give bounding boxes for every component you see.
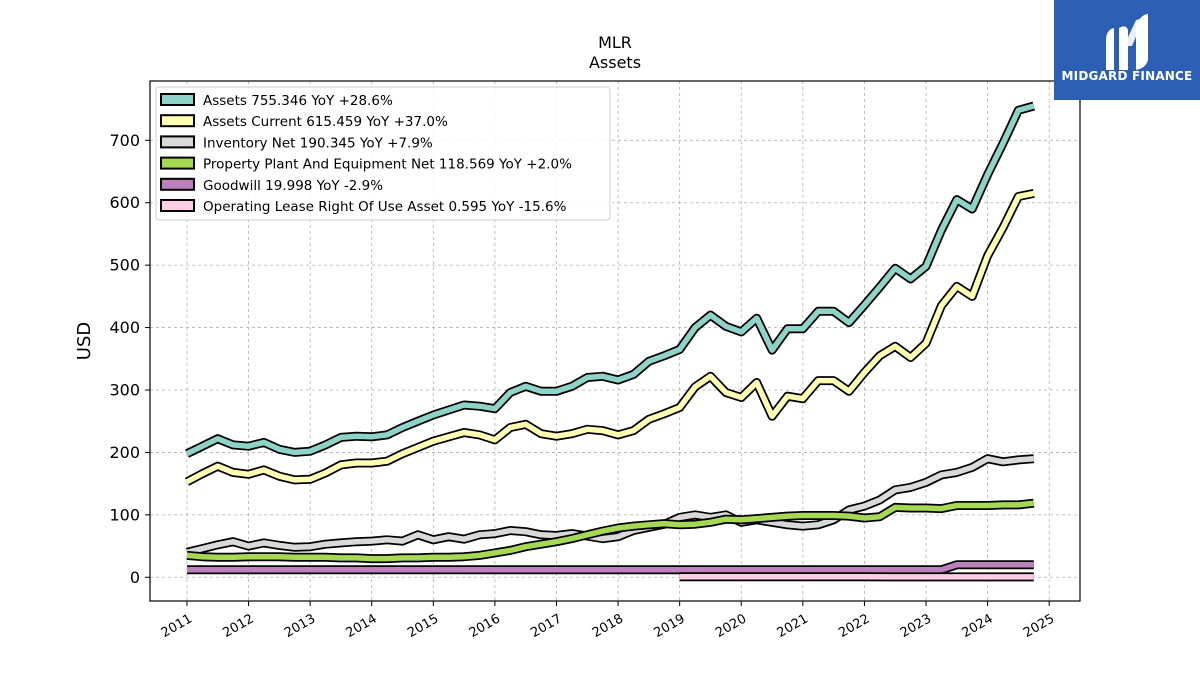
y-tick-label: 700	[109, 131, 140, 150]
y-tick-label: 100	[109, 505, 140, 524]
chart-title: MLR	[598, 33, 632, 52]
chart-subtitle: Assets	[589, 53, 641, 72]
legend-swatch-1	[160, 114, 195, 128]
plot-area	[184, 101, 1036, 582]
legend-swatch-2	[160, 135, 195, 149]
legend-swatch-4	[160, 177, 195, 191]
legend-swatch-3	[160, 156, 195, 170]
brand-name: MIDGARD FINANCE	[1062, 69, 1193, 83]
legend-swatch-5	[160, 199, 195, 212]
legend-swatch-0	[160, 93, 195, 106]
series-layer	[184, 101, 1036, 582]
brand-mark-icon	[1106, 14, 1148, 70]
series-line-2	[186, 455, 1035, 555]
series-line-4	[187, 562, 1034, 573]
y-tick-label: 200	[109, 443, 140, 462]
legend-box	[155, 86, 611, 221]
series-line-0	[185, 103, 1035, 457]
y-axis-label: USD	[74, 322, 95, 360]
series-line-3	[186, 500, 1035, 562]
series-line-1	[185, 190, 1035, 485]
y-tick-label: 0	[130, 568, 140, 587]
plot-frame	[149, 80, 1081, 602]
legend-label-3: Property Plant And Equipment Net 118.569…	[203, 157, 572, 173]
y-tick-label: 600	[109, 193, 140, 212]
y-tick-label: 500	[109, 256, 140, 275]
y-tick-label: 400	[109, 318, 140, 337]
legend-label-4: Goodwill 19.998 YoY -2.9%	[203, 178, 383, 194]
brand-logo: MIDGARD FINANCE	[1054, 0, 1200, 100]
legend-label-2: Inventory Net 190.345 YoY +7.9%	[203, 135, 433, 151]
legend: Assets 755.346 YoY +28.6% Assets Current …	[155, 86, 611, 221]
legend-label-1: Assets Current 615.459 YoY +37.0%	[203, 114, 448, 130]
y-tick-label: 300	[109, 381, 140, 400]
legend-label-5: Operating Lease Right Of Use Asset 0.595…	[203, 199, 567, 215]
legend-label-0: Assets 755.346 YoY +28.6%	[203, 93, 393, 109]
y-axis: 0 100 200 300 400 500 600 700	[109, 131, 150, 587]
